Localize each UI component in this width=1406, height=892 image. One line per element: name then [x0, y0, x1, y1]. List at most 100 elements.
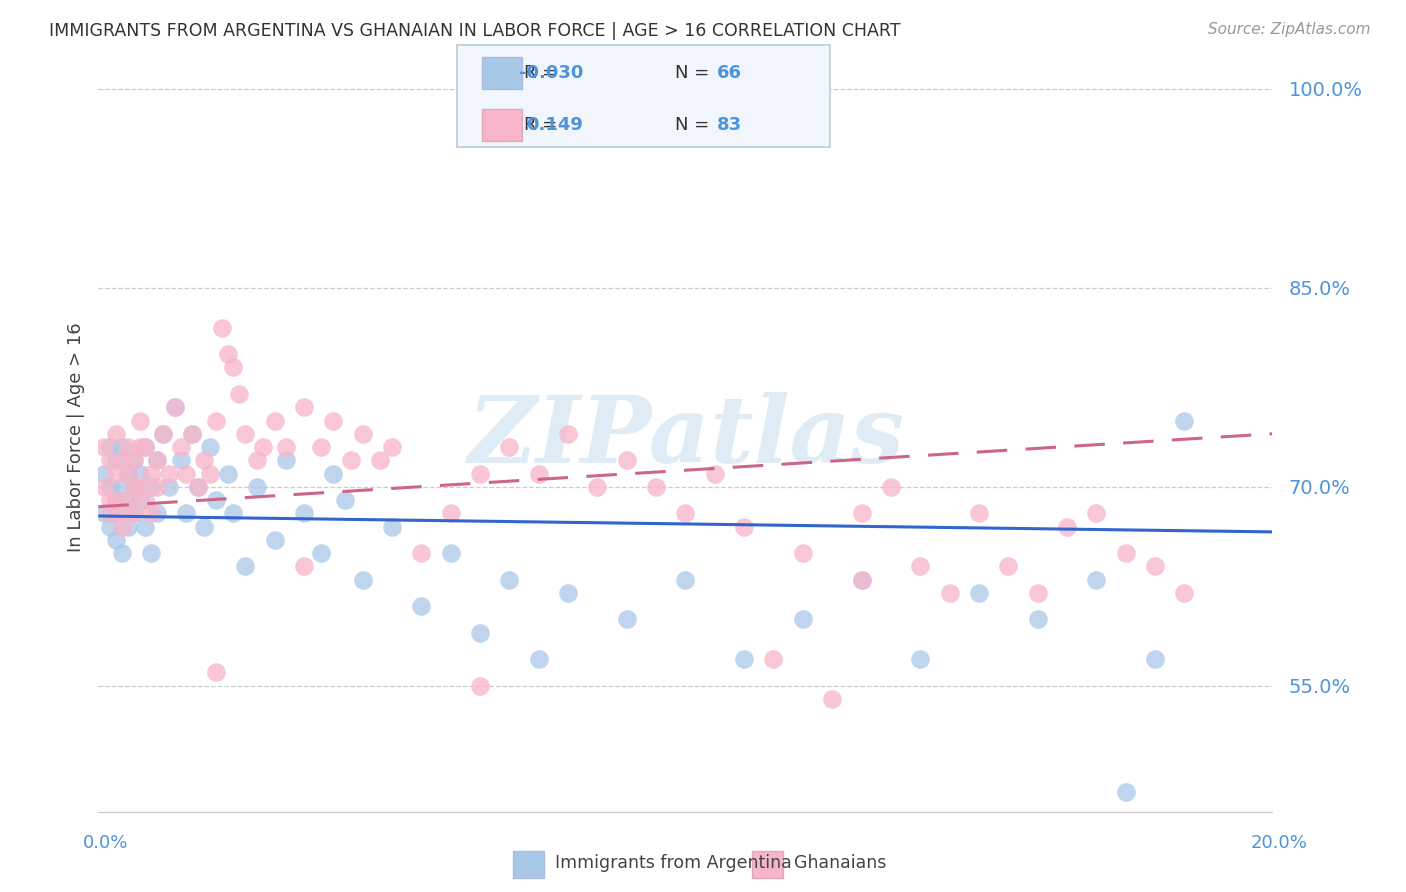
- Point: [98, 453, 121, 467]
- Point: [557, 426, 579, 441]
- Text: 0.149: 0.149: [527, 116, 583, 134]
- Point: [733, 652, 755, 666]
- Point: [205, 413, 228, 427]
- Text: 83: 83: [717, 116, 742, 134]
- Point: [586, 480, 609, 494]
- Point: [117, 467, 139, 481]
- Point: [1144, 652, 1167, 666]
- Point: [1115, 785, 1137, 799]
- Point: [292, 506, 315, 520]
- Point: [93, 506, 115, 520]
- Point: [292, 559, 315, 574]
- Point: [1173, 586, 1195, 600]
- Point: [527, 652, 550, 666]
- Point: [122, 506, 145, 520]
- Point: [176, 467, 198, 481]
- Point: [527, 467, 550, 481]
- Point: [733, 519, 755, 533]
- Point: [381, 440, 404, 454]
- Point: [211, 320, 233, 334]
- Y-axis label: In Labor Force | Age > 16: In Labor Force | Age > 16: [66, 322, 84, 552]
- Point: [616, 453, 638, 467]
- Text: IMMIGRANTS FROM ARGENTINA VS GHANAIAN IN LABOR FORCE | AGE > 16 CORRELATION CHAR: IMMIGRANTS FROM ARGENTINA VS GHANAIAN IN…: [49, 22, 901, 40]
- Point: [1144, 559, 1167, 574]
- Point: [263, 413, 285, 427]
- Point: [205, 493, 228, 508]
- Point: [98, 480, 121, 494]
- Point: [910, 652, 932, 666]
- Point: [222, 506, 245, 520]
- Point: [468, 467, 491, 481]
- Point: [352, 573, 374, 587]
- Point: [233, 426, 256, 441]
- Point: [141, 546, 163, 560]
- Text: 66: 66: [717, 64, 742, 82]
- Point: [439, 546, 461, 560]
- Point: [193, 453, 215, 467]
- Point: [616, 612, 638, 626]
- Point: [152, 426, 174, 441]
- Point: [111, 519, 134, 533]
- Point: [276, 440, 298, 454]
- Text: N =: N =: [675, 64, 714, 82]
- Point: [468, 679, 491, 693]
- Point: [851, 573, 873, 587]
- Point: [222, 360, 245, 375]
- Point: [187, 480, 209, 494]
- Point: [117, 467, 139, 481]
- Point: [411, 546, 433, 560]
- Point: [105, 467, 128, 481]
- Point: [134, 493, 156, 508]
- Point: [122, 453, 145, 467]
- Point: [645, 480, 668, 494]
- Point: [181, 426, 204, 441]
- Point: [163, 401, 186, 415]
- Point: [246, 453, 269, 467]
- Point: [851, 573, 873, 587]
- Point: [193, 519, 215, 533]
- Point: [134, 519, 156, 533]
- Point: [146, 480, 169, 494]
- Point: [98, 440, 121, 454]
- Point: [128, 480, 150, 494]
- Point: [98, 519, 121, 533]
- Point: [157, 467, 180, 481]
- Point: [703, 467, 725, 481]
- Point: [98, 506, 121, 520]
- Point: [105, 493, 128, 508]
- Point: [198, 467, 221, 481]
- Point: [117, 493, 139, 508]
- Point: [821, 692, 844, 706]
- Point: [181, 426, 204, 441]
- Point: [146, 506, 169, 520]
- Point: [368, 453, 391, 467]
- Point: [122, 453, 145, 467]
- Point: [938, 586, 960, 600]
- Point: [157, 480, 180, 494]
- Point: [322, 413, 344, 427]
- Point: [228, 387, 250, 401]
- Point: [128, 493, 150, 508]
- Point: [1115, 546, 1137, 560]
- Text: Ghanaians: Ghanaians: [794, 855, 887, 872]
- Point: [117, 519, 139, 533]
- Point: [217, 467, 239, 481]
- Point: [352, 426, 374, 441]
- Point: [93, 467, 115, 481]
- Point: [152, 426, 174, 441]
- Text: Source: ZipAtlas.com: Source: ZipAtlas.com: [1208, 22, 1371, 37]
- Point: [141, 467, 163, 481]
- Point: [675, 573, 697, 587]
- Point: [675, 506, 697, 520]
- Point: [217, 347, 239, 361]
- Point: [134, 440, 156, 454]
- Point: [146, 453, 169, 467]
- Point: [468, 625, 491, 640]
- Text: 0.0%: 0.0%: [83, 834, 128, 852]
- Point: [93, 480, 115, 494]
- Point: [792, 546, 814, 560]
- Point: [98, 493, 121, 508]
- Point: [411, 599, 433, 614]
- Point: [111, 480, 134, 494]
- Point: [187, 480, 209, 494]
